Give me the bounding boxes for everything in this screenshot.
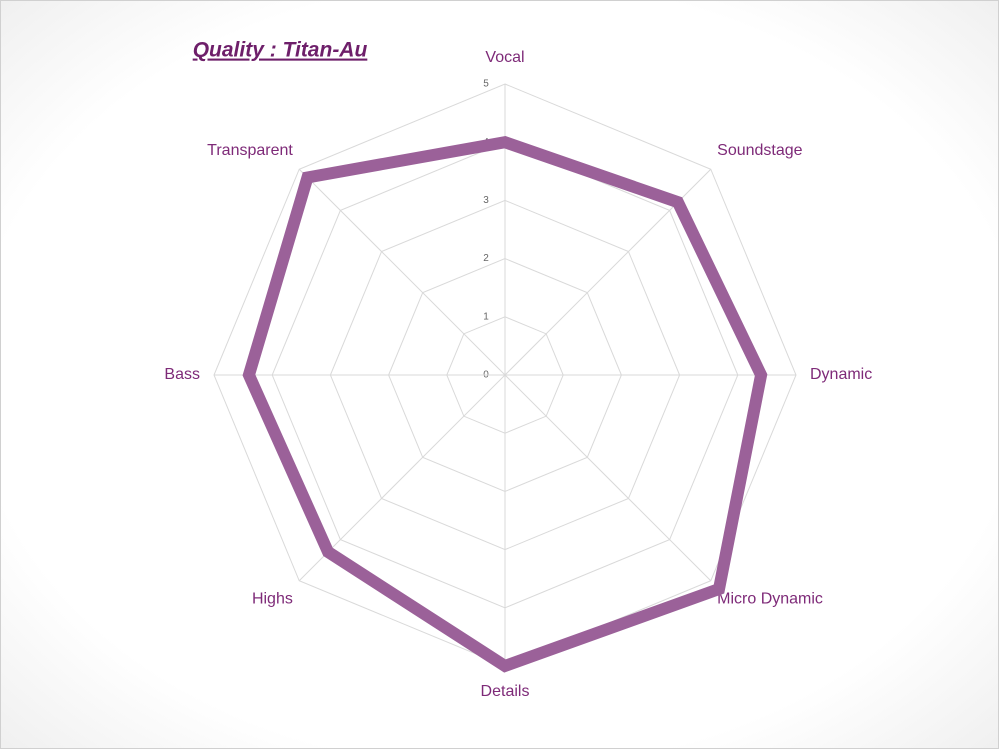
axis-spoke [504,374,712,582]
category-label: Bass [164,366,200,383]
category-label: Highs [252,590,293,607]
category-label: Details [481,683,530,700]
category-label: Micro Dynamic [717,590,823,607]
series-line [242,136,768,673]
r-tick-label: 2 [483,253,489,264]
r-tick-label: 3 [483,195,489,206]
category-label: Soundstage [717,142,803,159]
r-tick-label: 1 [483,311,489,322]
r-tick-label: 5 [483,79,489,90]
axis-spoke [298,168,506,376]
axis-spoke [298,374,506,582]
category-label: Vocal [485,49,524,66]
category-label: Transparent [207,142,293,159]
chart-title: Quality : Titan-Au [193,39,368,62]
category-label: Dynamic [810,366,872,383]
